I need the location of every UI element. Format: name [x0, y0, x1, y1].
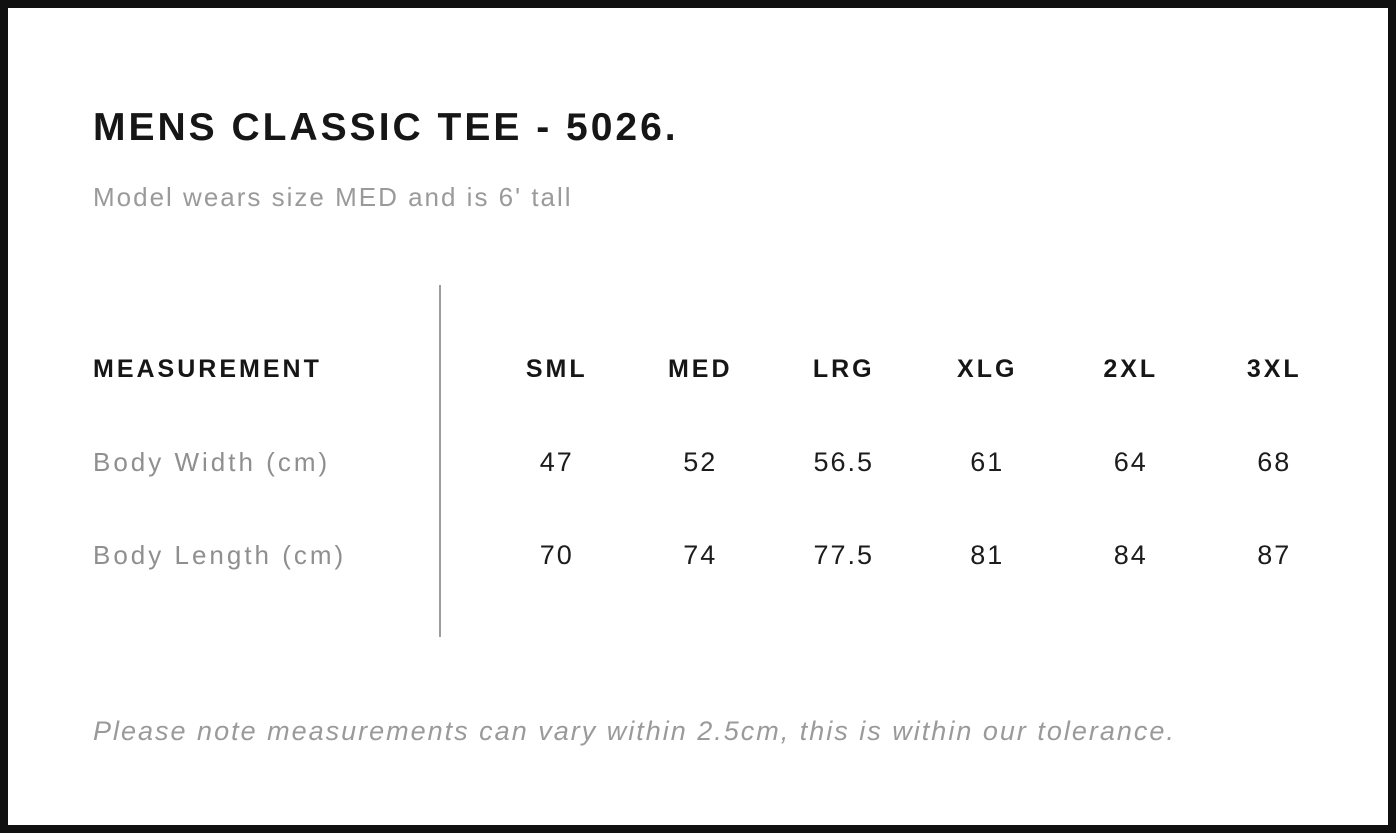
body-width-lrg: 56.5	[813, 447, 875, 477]
page-title: MENS CLASSIC TEE - 5026.	[93, 106, 679, 149]
model-size-note: Model wears size MED and is 6' tall	[93, 182, 573, 212]
row-label-body-length: Body Length (cm)	[93, 540, 347, 570]
column-header-3xl: 3XL	[1246, 355, 1302, 383]
body-length-2xl: 84	[1113, 540, 1148, 570]
column-header-2xl: 2XL	[1103, 355, 1159, 383]
body-width-3xl: 68	[1257, 447, 1292, 477]
body-length-xlg: 81	[970, 540, 1005, 570]
column-header-lrg: LRG	[812, 355, 875, 383]
body-length-3xl: 87	[1257, 540, 1292, 570]
column-header-xlg: XLG	[957, 355, 1018, 383]
body-width-sml: 47	[539, 447, 574, 477]
body-width-xlg: 61	[970, 447, 1005, 477]
table-vertical-divider	[439, 285, 441, 637]
column-header-sml: SML	[525, 355, 588, 383]
body-length-sml: 70	[539, 540, 574, 570]
body-length-med: 74	[683, 540, 718, 570]
row-label-body-width: Body Width (cm)	[93, 447, 331, 477]
size-table: MEASUREMENT SML MED LRG XLG 2XL 3XL Body…	[93, 323, 1346, 602]
tolerance-note: Please note measurements can vary within…	[93, 716, 1176, 746]
column-header-med: MED	[667, 355, 733, 383]
column-header-measurement: MEASUREMENT	[93, 355, 322, 383]
body-width-2xl: 64	[1113, 447, 1148, 477]
body-width-med: 52	[683, 447, 718, 477]
body-length-lrg: 77.5	[813, 540, 875, 570]
